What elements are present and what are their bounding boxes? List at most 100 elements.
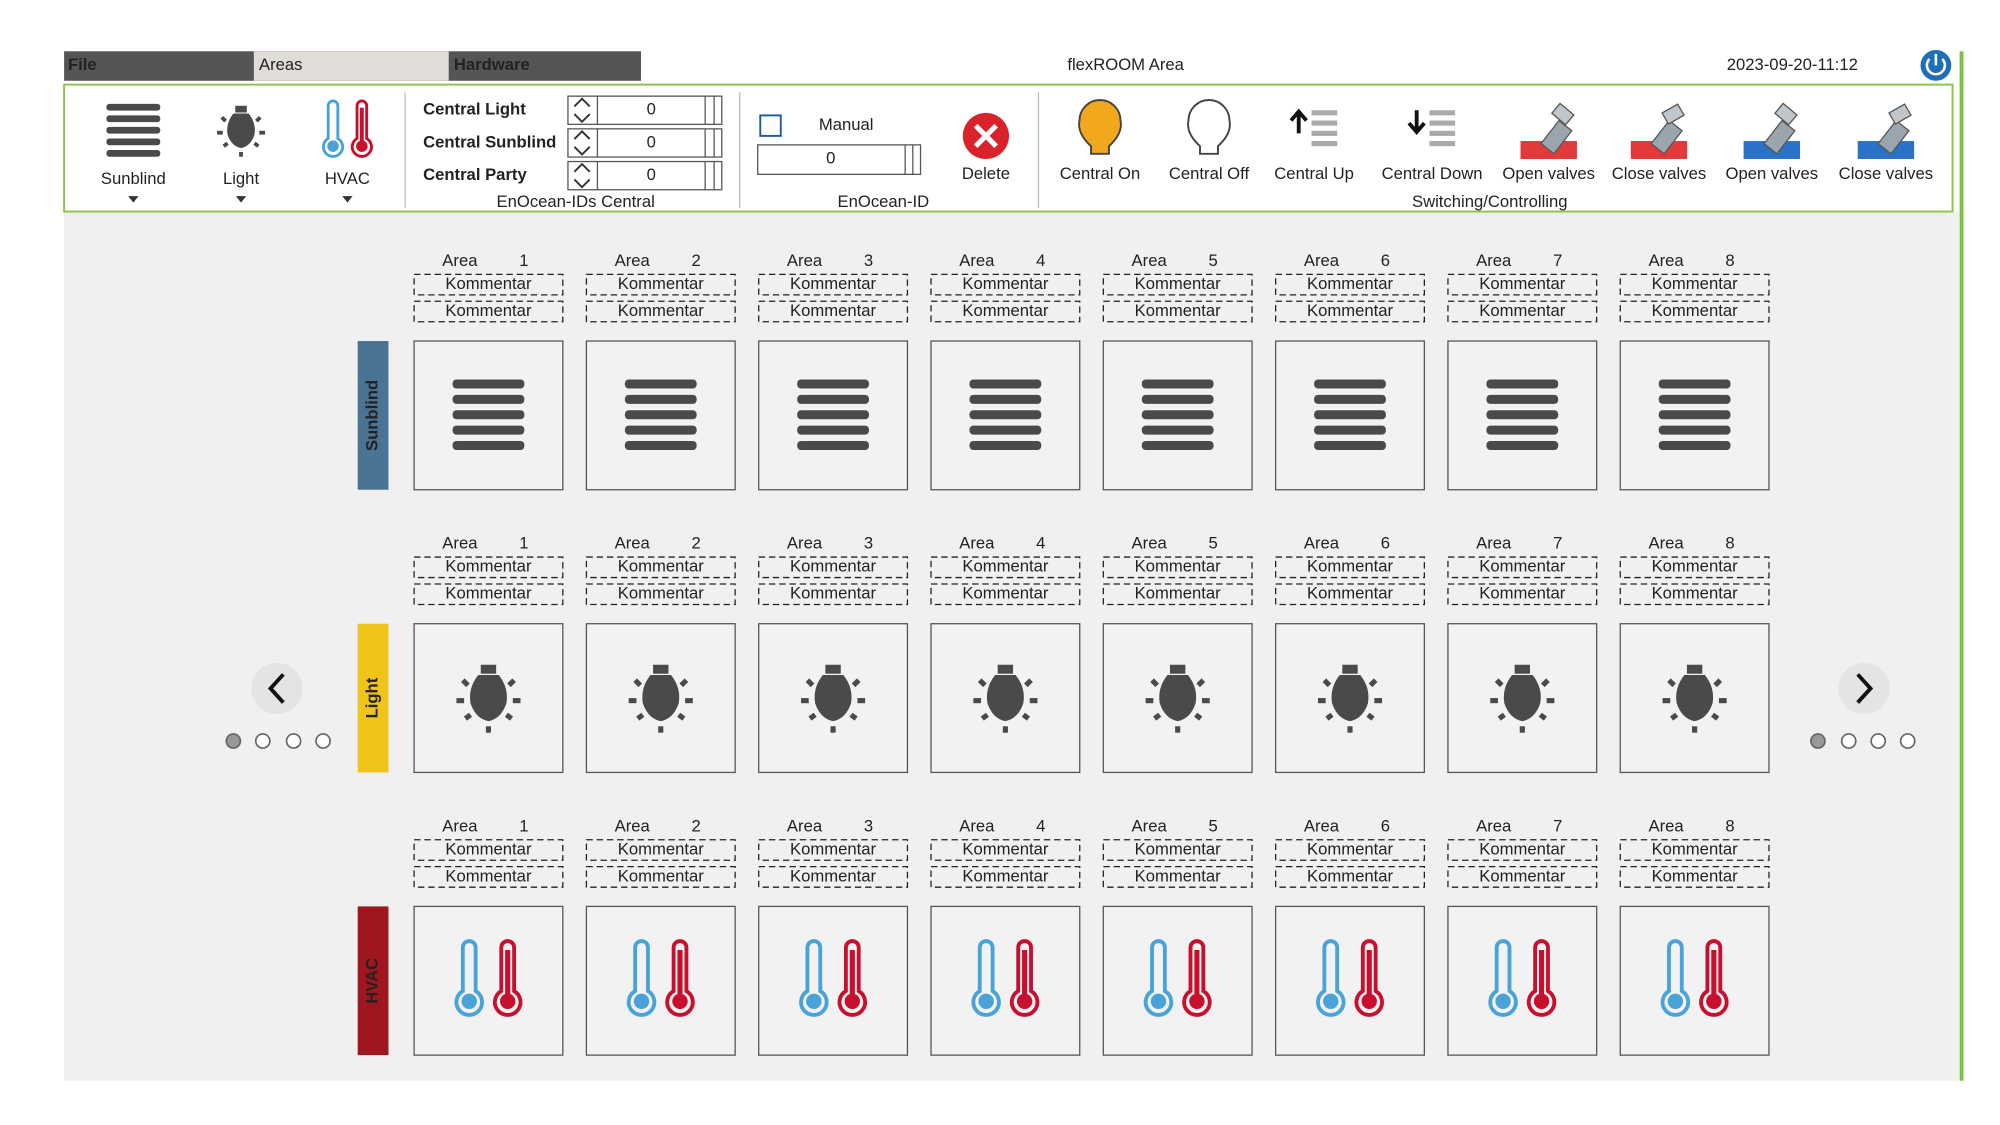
comment-box[interactable]	[1447, 839, 1598, 861]
comment[interactable]: Kommentar	[618, 274, 705, 293]
comment-box[interactable]	[413, 273, 564, 296]
comment[interactable]: Kommentar	[445, 584, 532, 603]
comment[interactable]: Kommentar	[1652, 584, 1739, 603]
area-card[interactable]	[1102, 905, 1253, 1056]
comment-box[interactable]	[1275, 866, 1426, 888]
comment[interactable]: Kommentar	[618, 839, 705, 858]
area-card[interactable]	[413, 623, 564, 774]
comment-box[interactable]	[930, 556, 1081, 579]
comment[interactable]: Kommentar	[1479, 839, 1566, 858]
delete-button[interactable]: Delete	[962, 112, 1010, 183]
area-card[interactable]	[930, 905, 1081, 1056]
area-card[interactable]	[930, 340, 1081, 491]
view-button[interactable]: Light	[215, 103, 267, 203]
comment[interactable]: Kommentar	[790, 274, 877, 293]
power-button[interactable]	[1920, 50, 1952, 81]
page-dot[interactable]	[1810, 733, 1826, 749]
area-card[interactable]	[758, 340, 909, 491]
comment-box[interactable]	[1619, 273, 1770, 296]
comment-box[interactable]	[1102, 866, 1253, 888]
comment[interactable]: Kommentar	[1479, 301, 1566, 320]
area-card[interactable]	[1619, 905, 1770, 1056]
area-card[interactable]	[1275, 340, 1426, 491]
area-card[interactable]	[1275, 623, 1426, 774]
comment-box[interactable]	[413, 866, 564, 888]
comment-box[interactable]	[1102, 839, 1253, 861]
menu-tab[interactable]: Hardware	[454, 55, 530, 74]
comment-box[interactable]	[1447, 866, 1598, 888]
comment[interactable]: Kommentar	[1652, 301, 1739, 320]
area-card[interactable]	[1102, 340, 1253, 491]
area-card[interactable]	[758, 905, 909, 1056]
comment-box[interactable]	[930, 866, 1081, 888]
comment-box[interactable]	[758, 556, 909, 579]
comment-box[interactable]	[1102, 556, 1253, 579]
spin-box[interactable]	[567, 128, 723, 158]
switch-button[interactable]: Central Up	[1274, 108, 1354, 183]
comment[interactable]: Kommentar	[1135, 301, 1222, 320]
comment[interactable]: Kommentar	[962, 584, 1049, 603]
comment-box[interactable]	[1447, 300, 1598, 323]
comment[interactable]: Kommentar	[1307, 557, 1394, 576]
view-button[interactable]: Sunblind	[101, 103, 166, 203]
comment-box[interactable]	[585, 839, 736, 861]
comment[interactable]: Kommentar	[790, 301, 877, 320]
comment[interactable]: Kommentar	[1307, 301, 1394, 320]
comment[interactable]: Kommentar	[1135, 584, 1222, 603]
comment[interactable]: Kommentar	[1307, 866, 1394, 885]
comment[interactable]: Kommentar	[790, 866, 877, 885]
comment-box[interactable]	[1619, 866, 1770, 888]
comment[interactable]: Kommentar	[1479, 866, 1566, 885]
area-card[interactable]	[1619, 340, 1770, 491]
comment[interactable]: Kommentar	[962, 274, 1049, 293]
comment-box[interactable]	[413, 556, 564, 579]
manual-checkbox[interactable]	[759, 114, 782, 137]
comment-box[interactable]	[1275, 839, 1426, 861]
comment-box[interactable]	[1102, 583, 1253, 606]
comment[interactable]: Kommentar	[1652, 557, 1739, 576]
comment[interactable]: Kommentar	[1135, 866, 1222, 885]
area-card[interactable]	[1447, 623, 1598, 774]
id-field[interactable]	[757, 144, 922, 176]
comment[interactable]: Kommentar	[1307, 839, 1394, 858]
comment-box[interactable]	[585, 273, 736, 296]
page-dot[interactable]	[285, 733, 302, 749]
area-card[interactable]	[585, 340, 736, 491]
comment[interactable]: Kommentar	[1479, 274, 1566, 293]
page-dot[interactable]	[225, 733, 242, 749]
switch-button[interactable]: Close valves	[1612, 103, 1706, 183]
area-card[interactable]	[1619, 623, 1770, 774]
comment-box[interactable]	[1619, 583, 1770, 606]
comment-box[interactable]	[413, 583, 564, 606]
comment-box[interactable]	[1619, 300, 1770, 323]
area-card[interactable]	[930, 623, 1081, 774]
comment-box[interactable]	[758, 583, 909, 606]
area-card[interactable]	[585, 905, 736, 1056]
nav-arrow[interactable]	[251, 662, 303, 715]
area-card[interactable]	[413, 905, 564, 1056]
menu-tab[interactable]: Areas	[259, 55, 303, 74]
comment[interactable]: Kommentar	[618, 301, 705, 320]
area-card[interactable]	[1275, 905, 1426, 1056]
comment[interactable]: Kommentar	[790, 839, 877, 858]
area-card[interactable]	[1102, 623, 1253, 774]
area-card[interactable]	[585, 623, 736, 774]
comment[interactable]: Kommentar	[962, 839, 1049, 858]
comment[interactable]: Kommentar	[1652, 839, 1739, 858]
switch-button[interactable]: Central Off	[1169, 99, 1250, 183]
comment[interactable]: Kommentar	[790, 557, 877, 576]
view-button[interactable]: HVAC	[321, 99, 373, 203]
comment-box[interactable]	[585, 866, 736, 888]
page-dot[interactable]	[1870, 733, 1887, 749]
comment[interactable]: Kommentar	[618, 557, 705, 576]
area-card[interactable]	[1447, 905, 1598, 1056]
comment[interactable]: Kommentar	[962, 866, 1049, 885]
comment-box[interactable]	[1275, 556, 1426, 579]
comment-box[interactable]	[413, 839, 564, 861]
comment-box[interactable]	[585, 300, 736, 323]
comment-box[interactable]	[413, 300, 564, 323]
comment[interactable]: Kommentar	[445, 274, 532, 293]
comment[interactable]: Kommentar	[1135, 557, 1222, 576]
comment-box[interactable]	[1102, 300, 1253, 323]
comment[interactable]: Kommentar	[445, 839, 532, 858]
